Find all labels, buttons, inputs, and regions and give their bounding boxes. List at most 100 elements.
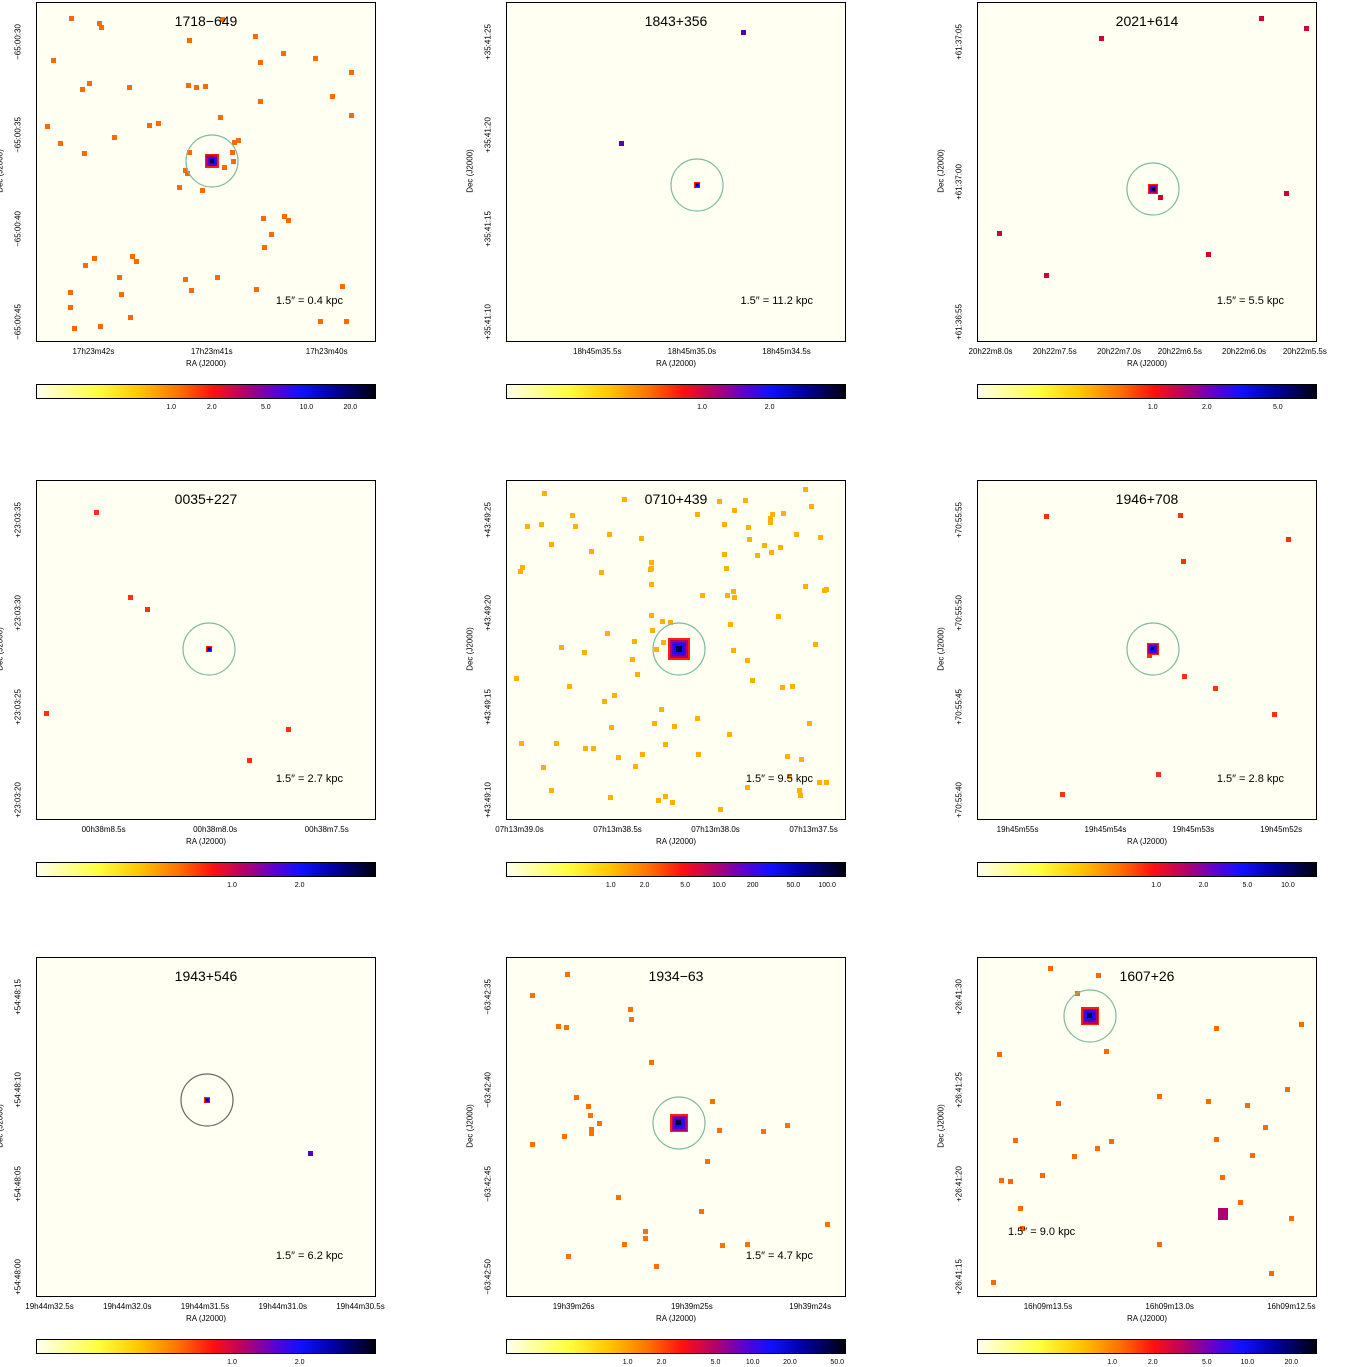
image-frame: 1718−649 1.5″ = 0.4 kpc xyxy=(36,2,376,342)
noise-pixel xyxy=(670,800,675,805)
y-axis-label: Dec (J2000) xyxy=(465,1104,475,1148)
y-tick-label: +23:03:25 xyxy=(13,688,23,725)
noise-pixel xyxy=(672,724,677,729)
colorbar xyxy=(506,862,846,877)
noise-pixel xyxy=(97,21,102,26)
x-tick-label: 19h39m26s xyxy=(552,1302,595,1311)
noise-pixel xyxy=(633,764,638,769)
noise-pixel xyxy=(803,584,808,589)
noise-pixel xyxy=(778,545,783,550)
noise-pixel xyxy=(1008,1179,1013,1184)
noise-pixel xyxy=(813,642,818,647)
image-panel: 1946+708 1.5″ = 2.8 kpc Dec (J2000) +70:55:… xyxy=(937,480,1317,889)
noise-pixel xyxy=(743,498,748,503)
colorbar-tick-label: 10.0 xyxy=(745,1359,760,1366)
noise-pixel xyxy=(556,1024,561,1029)
noise-pixel xyxy=(286,727,291,732)
noise-pixel xyxy=(1096,973,1101,978)
noise-pixel xyxy=(705,1159,710,1164)
panel-title: 1946+708 xyxy=(1115,491,1179,507)
noise-pixel xyxy=(87,81,92,86)
noise-pixel xyxy=(128,595,133,600)
noise-pixel xyxy=(768,520,773,525)
scale-bar-label: 1.5″ = 5.5 kpc xyxy=(1216,295,1284,307)
x-tick-label: 16h09m13.5s xyxy=(1023,1302,1073,1311)
colorbar-tick-label: 100.0 xyxy=(818,882,836,889)
panel-title: 1718−649 xyxy=(174,13,238,29)
y-tick-label: +43:49:25 xyxy=(483,502,493,538)
noise-pixel xyxy=(1214,1137,1219,1142)
noise-pixel xyxy=(222,165,227,170)
noise-pixel xyxy=(745,658,750,663)
noise-pixel xyxy=(656,798,661,803)
x-tick-label: 18h45m35.5s xyxy=(573,347,622,356)
colorbar-tick-label: 5.0 xyxy=(1242,882,1253,889)
image-frame: 1843+356 1.5″ = 11.2 kpc xyxy=(506,2,846,342)
noise-pixel xyxy=(997,1052,1002,1057)
source-pixel xyxy=(210,159,214,163)
y-tick-label: +54:48:15 xyxy=(13,979,23,1015)
noise-pixel xyxy=(582,650,587,655)
noise-pixel xyxy=(660,619,665,624)
x-axis-label: RA (J2000) xyxy=(185,359,227,368)
noise-pixel xyxy=(640,752,645,757)
source-pixel xyxy=(206,1099,208,1101)
y-tick-label: −63:42:45 xyxy=(483,1165,493,1202)
noise-pixel xyxy=(542,491,547,496)
noise-pixel xyxy=(1178,513,1183,518)
image-panel: 1843+356 1.5″ = 11.2 kpc Dec (J2000) +35:41… xyxy=(466,2,846,411)
noise-pixel xyxy=(520,565,525,570)
x-axis-label: RA (J2000) xyxy=(1126,837,1168,846)
noise-pixel xyxy=(183,277,188,282)
x-tick-label: 19h45m53s xyxy=(1172,825,1215,834)
noise-pixel xyxy=(583,746,588,751)
noise-pixel xyxy=(231,159,236,164)
colorbar xyxy=(506,384,846,399)
colorbar-tick-label: 2.0 xyxy=(206,404,217,411)
noise-pixel xyxy=(650,628,655,633)
noise-pixel xyxy=(643,1229,648,1234)
noise-pixel xyxy=(654,1264,659,1269)
image-frame: 1607+26 1.5″ = 9.0 kpc xyxy=(977,957,1317,1297)
x-axis-label: RA (J2000) xyxy=(185,837,227,846)
noise-pixel xyxy=(1013,1138,1018,1143)
noise-pixel xyxy=(51,58,56,63)
colorbar-tick-label: 1.0 xyxy=(227,1359,237,1366)
radio-image xyxy=(44,510,291,763)
x-tick-label: 20h22m6.5s xyxy=(1157,347,1202,356)
noise-pixel xyxy=(318,319,323,324)
noise-pixel xyxy=(1158,195,1163,200)
colorbar-tick-label: 5.0 xyxy=(1272,404,1283,411)
noise-pixel xyxy=(725,593,730,598)
noise-pixel xyxy=(98,324,103,329)
noise-pixel xyxy=(1206,1099,1211,1104)
noise-pixel xyxy=(769,550,774,555)
noise-pixel xyxy=(349,70,354,75)
x-tick-label: 17h23m40s xyxy=(305,347,348,356)
y-tick-label: −65:00:30 xyxy=(13,24,23,60)
noise-pixel xyxy=(991,1280,996,1285)
panel-title: 1943+546 xyxy=(174,968,238,984)
noise-pixel xyxy=(156,121,161,126)
noise-pixel xyxy=(1182,674,1187,679)
noise-pixel xyxy=(44,711,49,716)
noise-pixel xyxy=(147,123,152,128)
noise-pixel xyxy=(695,716,700,721)
colorbar-tick-label: 5.0 xyxy=(260,404,271,411)
image-frame: 0710+439 1.5″ = 9.5 kpc xyxy=(506,480,846,820)
noise-pixel xyxy=(586,1104,591,1109)
image-panel: 1934−63 1.5″ = 4.7 kpc Dec (J2000) −63:42:3… xyxy=(466,957,846,1366)
noise-pixel xyxy=(258,99,263,104)
radio-image xyxy=(619,30,746,212)
noise-pixel xyxy=(794,532,799,537)
noise-pixel xyxy=(781,511,786,516)
noise-pixel xyxy=(632,639,637,644)
x-axis-label: RA (J2000) xyxy=(655,837,697,846)
noise-pixel xyxy=(1048,966,1053,971)
noise-pixel xyxy=(1040,1173,1045,1178)
y-tick-label: −65:00:35 xyxy=(13,117,23,154)
image-frame: 2021+614 1.5″ = 5.5 kpc xyxy=(977,2,1317,342)
colorbar xyxy=(977,862,1317,877)
noise-pixel xyxy=(612,693,617,698)
noise-pixel xyxy=(565,972,570,977)
